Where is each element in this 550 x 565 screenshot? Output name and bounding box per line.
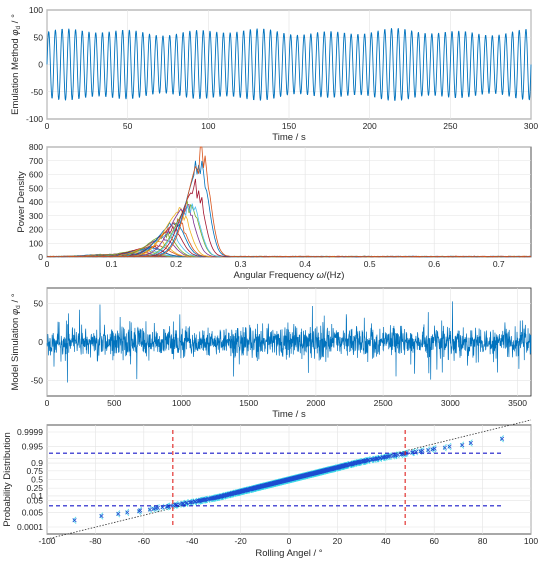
panel3-xtick-label: 2500 [374, 398, 393, 408]
panel3-xtick-label: 2000 [306, 398, 325, 408]
panel2-ytick-label: 400 [29, 197, 43, 207]
panel2-spectrum-line [46, 146, 532, 258]
panel4-ytick-label: 0.005 [22, 507, 44, 517]
panel4-ytick-label: 0.0001 [17, 522, 43, 532]
panel2-ylabel: Power Density [16, 171, 27, 232]
panel1-xtick-label: 50 [123, 121, 133, 131]
panel3-xtick-label: 1000 [172, 398, 191, 408]
panel1-xtick-label: 300 [524, 121, 538, 131]
panel2-xlabel: Angular Frequency ω/(Hz) [234, 270, 345, 281]
panel2-xtick-label: 0.2 [170, 259, 182, 269]
panel4-xtick-label: -20 [234, 536, 247, 546]
panel1-ytick-label: 50 [34, 32, 44, 42]
panel3-xtick-label: 1500 [239, 398, 258, 408]
panel4-xlabel: Rolling Angel / ° [255, 548, 322, 559]
panel2-ytick-label: 200 [29, 225, 43, 235]
panel4-ytick-label: 0.25 [26, 483, 43, 493]
panel2-xtick-label: 0.4 [299, 259, 311, 269]
panel3-series-line [46, 301, 532, 383]
panel3-ylabel: Model Simulation φd / ° [10, 293, 22, 390]
panel4-xtick-label: 0 [287, 536, 292, 546]
panel2-xtick-label: 0.1 [106, 259, 118, 269]
panel2-xtick-label: 0.5 [364, 259, 376, 269]
panel4-xtick-label: -100 [38, 536, 55, 546]
panel2-ytick-label: 300 [29, 211, 43, 221]
panel4-xtick-label: 40 [381, 536, 391, 546]
panel4-xtick-label: 20 [333, 536, 343, 546]
panel1-xtick-label: 250 [443, 121, 457, 131]
panel3-ytick-label: 0 [38, 337, 43, 347]
panel4-xtick-label: 80 [478, 536, 488, 546]
panel1-ytick-label: -50 [31, 87, 44, 97]
panel3-xtick-label: 3000 [441, 398, 460, 408]
panel2-xtick-label: 0.3 [235, 259, 247, 269]
panel2-ytick-label: 0 [38, 252, 43, 262]
panel3-ytick-label: -50 [31, 376, 44, 386]
panel3-ytick-label: 50 [34, 298, 44, 308]
panel1-xtick-label: 100 [201, 121, 215, 131]
panel3-xtick-label: 500 [107, 398, 121, 408]
panel4-ytick-label: 0.5 [31, 475, 43, 485]
panel1-ytick-label: 0 [38, 60, 43, 70]
panel4-ytick-label: 0.9 [31, 458, 43, 468]
panel4-ytick-label: 0.995 [22, 442, 44, 452]
panel3-xtick-label: 3500 [508, 398, 527, 408]
panel1-ytick-label: -100 [26, 114, 43, 124]
panel4-xtick-label: 60 [429, 536, 439, 546]
panel4-ylabel: Probability Distribution [2, 432, 13, 527]
panel1-xtick-label: 0 [45, 121, 50, 131]
panel1-ylabel: Emulation Method φd / ° [10, 14, 22, 115]
panel3-xtick-label: 0 [45, 398, 50, 408]
panel2-xtick-label: 0 [45, 259, 50, 269]
panel3-xlabel: Time / s [272, 409, 306, 420]
panel4-xtick-label: 100 [524, 536, 538, 546]
panel2-ytick-label: 500 [29, 183, 43, 193]
panel2-xtick-label: 0.6 [428, 259, 440, 269]
panel4-ytick-label: 0.9999 [17, 427, 43, 437]
panel4-ytick-label: 0.75 [26, 466, 43, 476]
panel4-ytick-label: 0.1 [31, 491, 43, 501]
panel2-ytick-label: 700 [29, 156, 43, 166]
panel1-xtick-label: 200 [363, 121, 377, 131]
panel1-xlabel: Time / s [272, 132, 306, 143]
panel4-xtick-label: -80 [89, 536, 102, 546]
panel4-xtick-label: -40 [186, 536, 199, 546]
panel1-xtick-label: 150 [282, 121, 296, 131]
panel4-ytick-label: 0.05 [26, 496, 43, 506]
panel4-xtick-label: -60 [138, 536, 151, 546]
panel1-ytick-label: 100 [29, 5, 43, 15]
panel2-xtick-label: 0.7 [493, 259, 505, 269]
panel2-ytick-label: 800 [29, 142, 43, 152]
panel1-series-line [46, 28, 532, 101]
panel2-ytick-label: 600 [29, 170, 43, 180]
panel4-data-markers [72, 436, 505, 523]
panel2-ytick-label: 100 [29, 238, 43, 248]
